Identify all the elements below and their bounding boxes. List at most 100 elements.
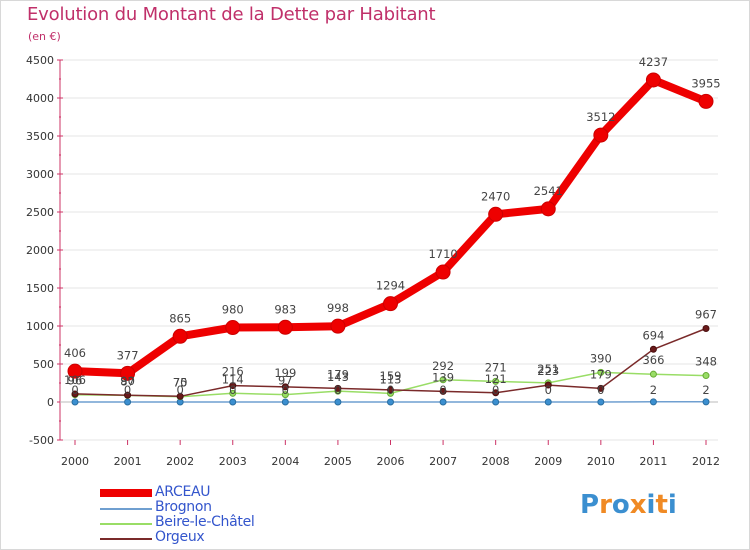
data-label: 75 [173, 375, 188, 389]
logo-letter: P [580, 490, 600, 520]
y-tick-label: 1000 [26, 320, 54, 333]
data-label: 179 [327, 367, 349, 381]
data-point [229, 382, 237, 390]
x-tick-label: 2009 [534, 455, 562, 468]
data-point [439, 376, 447, 384]
data-label: 3512 [586, 110, 615, 124]
legend-label-brognon: Brognon [155, 499, 212, 515]
x-tick-label: 2003 [219, 455, 247, 468]
data-label: 998 [327, 301, 349, 315]
data-label: 292 [432, 359, 454, 373]
data-label: 0 [387, 383, 394, 397]
data-point [277, 319, 293, 335]
y-tick-label: 3500 [26, 130, 54, 143]
data-label: 113 [380, 372, 402, 386]
data-point [645, 72, 661, 88]
legend-item-beire: Beire-le-Châtel [100, 514, 360, 531]
data-label: 2 [702, 383, 709, 397]
legend-swatch-arceau [100, 489, 152, 497]
data-point [334, 384, 342, 392]
data-label: 87 [120, 374, 135, 388]
data-point [649, 398, 657, 406]
x-tick-label: 2004 [271, 455, 299, 468]
data-label: 0 [334, 383, 341, 397]
x-tick-label: 2010 [587, 455, 615, 468]
data-label: 1710 [428, 247, 457, 261]
data-point [281, 383, 289, 391]
data-label: 0 [282, 383, 289, 397]
data-point [435, 264, 451, 280]
data-point [492, 389, 500, 397]
legend-swatch-orgeux [100, 538, 152, 540]
data-label: 0 [597, 383, 604, 397]
data-label: 179 [590, 367, 612, 381]
y-tick-label: 2000 [26, 244, 54, 257]
data-point [281, 398, 289, 406]
data-point [281, 391, 289, 399]
data-label: 216 [222, 365, 244, 379]
data-point [597, 368, 605, 376]
y-tick-label: -500 [29, 434, 54, 447]
chart-subtitle: (en €) [28, 30, 61, 43]
data-point [492, 398, 500, 406]
legend-label-arceau: ARCEAU [155, 484, 211, 500]
legend-label-orgeux: Orgeux [155, 529, 205, 545]
chart-data-labels: 406 377 865 980 983 998 1294 1710 2470 2541 3512 42… [64, 55, 721, 397]
data-label: 366 [642, 353, 664, 367]
data-label: 106 [64, 373, 86, 387]
data-label: 0 [439, 383, 446, 397]
logo-text: Proxiti [580, 490, 677, 520]
y-tick-label: 1500 [26, 282, 54, 295]
data-label: 139 [432, 370, 454, 384]
legend-item-orgeux: Orgeux [100, 529, 360, 546]
x-tick-label: 2001 [114, 455, 142, 468]
data-label: 251 [537, 362, 559, 376]
data-label: 865 [169, 311, 191, 325]
data-label: 121 [485, 372, 507, 386]
data-label: 0 [229, 383, 236, 397]
data-label: 983 [274, 302, 296, 316]
logo-letter: o [611, 490, 630, 520]
data-label: 143 [327, 370, 349, 384]
data-label: 271 [485, 360, 507, 374]
data-label: 0 [177, 383, 184, 397]
x-tick-label: 2002 [166, 455, 194, 468]
data-label: 1294 [376, 279, 405, 293]
data-point [544, 381, 552, 389]
data-point [597, 384, 605, 392]
data-label: 114 [222, 372, 244, 386]
data-point [229, 389, 237, 397]
proxiti-logo: Proxiti [580, 490, 677, 520]
data-point [172, 328, 188, 344]
data-label: 90 [120, 374, 135, 388]
data-point [702, 398, 710, 406]
data-point [383, 296, 398, 312]
x-tick-label: 2008 [482, 455, 510, 468]
data-point [439, 398, 447, 406]
logo-letter: i [646, 490, 656, 520]
data-point [702, 372, 710, 380]
y-tick-label: 4500 [26, 54, 54, 67]
data-point [698, 93, 714, 109]
x-tick-label: 2011 [639, 455, 667, 468]
data-point [593, 127, 609, 143]
logo-letter: t [655, 490, 668, 520]
data-point [649, 370, 657, 378]
data-label: 4237 [639, 55, 668, 69]
data-point [124, 398, 132, 406]
x-tick-label: 2012 [692, 455, 720, 468]
data-label: 2470 [481, 189, 510, 203]
data-label: 967 [695, 308, 717, 322]
data-label: 348 [695, 355, 717, 369]
data-point [176, 392, 184, 400]
data-label: 199 [274, 366, 296, 380]
data-label: 694 [642, 328, 664, 342]
legend-swatch-brognon [100, 508, 152, 510]
data-point [124, 391, 132, 399]
data-label: 0 [545, 383, 552, 397]
data-point [544, 398, 552, 406]
x-tick-label: 2006 [377, 455, 405, 468]
data-point [488, 206, 504, 222]
